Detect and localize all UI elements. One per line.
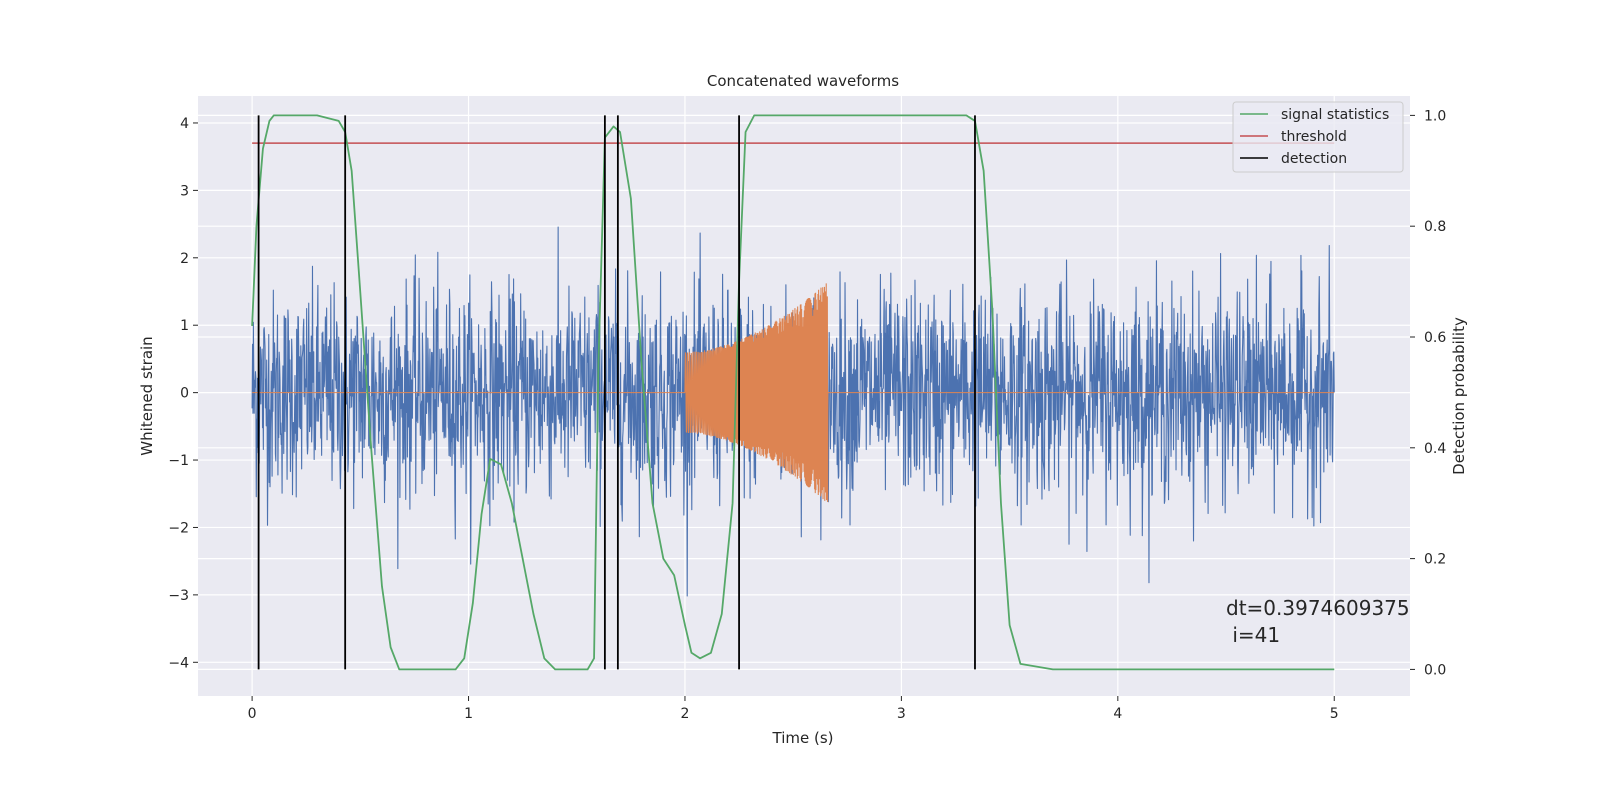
injected-waveform-series [252, 283, 1335, 503]
y-tick-label: 2 [180, 251, 189, 267]
x-tick-label: 1 [464, 706, 473, 722]
legend: signal statistics threshold detection [1232, 101, 1404, 173]
signal-statistics-line [251, 114, 1335, 671]
x-tick-label: 0 [248, 706, 257, 722]
y-axis-label: Whitened strain [138, 336, 156, 455]
y2-axis-label: Detection probability [1450, 317, 1468, 475]
legend-label-threshold: threshold [1281, 129, 1347, 145]
y-tick-label: −4 [168, 655, 189, 671]
y-tick-label: 1 [180, 318, 189, 334]
y2-tick-label: 0.2 [1424, 552, 1446, 568]
y2-tick-label: 0.8 [1424, 219, 1446, 235]
x-tick-label: 4 [1113, 706, 1122, 722]
x-tick-label: 2 [681, 706, 690, 722]
detection-series [257, 115, 976, 670]
y2-tick-label: 0.0 [1424, 662, 1446, 678]
y-tick-label: 4 [180, 116, 189, 132]
axes: 0 1 2 3 4 5 4 3 2 1 0 −1 −2 −3 −4 1.0 0.8 0.6 0.4 0.2 0.0 [168, 108, 1446, 722]
x-axis-label: Time (s) [772, 729, 834, 747]
y2-tick-label: 0.4 [1424, 441, 1446, 457]
signal-statistics-series [251, 114, 1335, 671]
y-tick-label: 3 [180, 183, 189, 199]
injected-waveform-line [252, 283, 1335, 503]
y-tick-label: −3 [168, 588, 189, 604]
y-tick-label: −2 [168, 520, 189, 536]
legend-box [1232, 101, 1404, 173]
x-tick-label: 5 [1330, 706, 1339, 722]
y2-tick-label: 1.0 [1424, 108, 1446, 124]
y2-tick-label: 0.6 [1424, 330, 1446, 346]
legend-label-detection: detection [1281, 151, 1347, 167]
x-tick-label: 3 [897, 706, 906, 722]
y-tick-label: 0 [180, 386, 189, 402]
annotation-dt: dt=0.3974609375 [1226, 596, 1410, 620]
annotation-index: i=41 [1226, 623, 1280, 647]
y-tick-label: −1 [168, 453, 189, 469]
legend-label-signal-statistics: signal statistics [1281, 107, 1389, 123]
chart-title: Concatenated waveforms [707, 72, 899, 90]
